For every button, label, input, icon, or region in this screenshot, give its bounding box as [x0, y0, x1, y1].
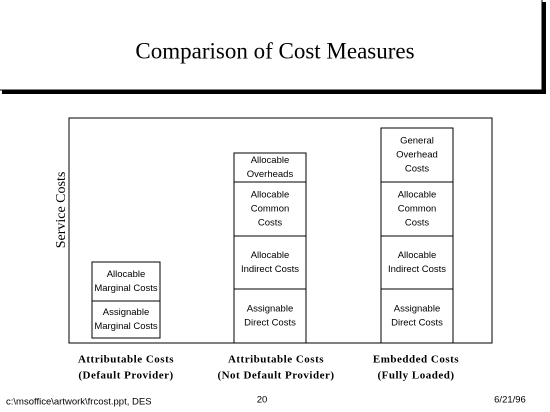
- box-label: Common: [251, 204, 290, 215]
- box-label: Common: [398, 204, 437, 215]
- cost-box: [233, 235, 307, 290]
- box-label: Indirect Costs: [241, 264, 299, 275]
- box-label: Direct Costs: [391, 318, 443, 329]
- box-label: Allocable: [398, 250, 437, 261]
- box-label: General: [400, 136, 434, 147]
- box-label: Allocable: [251, 190, 290, 201]
- cost-box: [91, 261, 161, 302]
- cost-box: [380, 235, 454, 290]
- box-label: Direct Costs: [244, 318, 296, 329]
- box-label: Allocable: [251, 250, 290, 261]
- box-label: Assignable: [247, 304, 293, 315]
- cost-box: [380, 127, 454, 183]
- box-label: Assignable: [394, 304, 440, 315]
- cost-box: [91, 300, 161, 339]
- column-label: (Default Provider): [78, 370, 173, 382]
- cost-box: [380, 181, 454, 237]
- box-label: Allocable: [251, 155, 290, 166]
- column-label: (Not Default Provider): [217, 370, 334, 382]
- cost-box: [233, 152, 307, 183]
- box-label: Costs: [405, 164, 430, 175]
- page-number: 20: [257, 395, 268, 406]
- box-label: Overheads: [247, 169, 294, 180]
- box-label: Allocable: [398, 190, 437, 201]
- column-label: Embedded Costs: [373, 354, 459, 366]
- column-label: Attributable Costs: [78, 354, 174, 366]
- box-label: Marginal Costs: [94, 321, 158, 332]
- date: 6/21/96: [494, 395, 526, 406]
- box-label: Allocable: [107, 269, 146, 280]
- title-box: [0, 0, 543, 91]
- box-label: Indirect Costs: [388, 264, 446, 275]
- cost-box: [233, 181, 307, 237]
- column-label: Attributable Costs: [228, 354, 324, 366]
- cost-box: [380, 288, 454, 344]
- box-label: Costs: [405, 218, 430, 229]
- column-label: (Fully Loaded): [378, 370, 455, 382]
- footer-file: c:\msoffice\artwork\frcost.ppt, DES: [6, 397, 152, 408]
- title: Comparison of Cost Measures: [135, 38, 414, 63]
- box-label: Assignable: [103, 307, 149, 318]
- y-axis-label: Service Costs: [54, 172, 69, 249]
- box-label: Marginal Costs: [94, 283, 158, 294]
- box-label: Overhead: [396, 150, 438, 161]
- cost-box: [233, 288, 307, 344]
- box-label: Costs: [258, 218, 283, 229]
